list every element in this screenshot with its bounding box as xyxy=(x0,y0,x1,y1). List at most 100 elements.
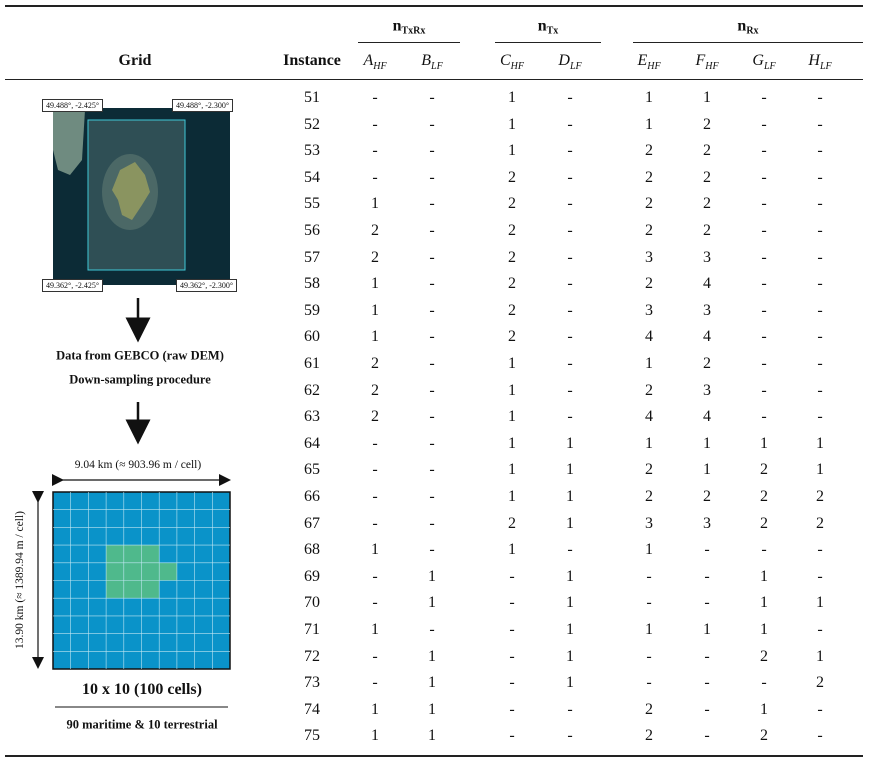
count-cell: 3 xyxy=(645,248,653,266)
count-cell: 2 xyxy=(508,222,516,239)
count-cell: 1 xyxy=(645,621,653,638)
count-cell: - xyxy=(704,594,710,612)
land-cell xyxy=(123,580,142,599)
count-cell: - xyxy=(429,434,435,452)
count-cell: - xyxy=(817,700,823,718)
count-cell: 2 xyxy=(760,461,768,479)
map-land xyxy=(53,110,85,175)
count-cell: 1 xyxy=(566,567,574,585)
group-rule xyxy=(495,42,601,43)
count-cell: - xyxy=(761,408,767,426)
count-cell: 2 xyxy=(703,168,711,186)
count-cell: - xyxy=(817,381,823,399)
count-cell: 3 xyxy=(645,301,653,319)
count-cell: 1 xyxy=(508,541,516,559)
count-cell: 2 xyxy=(508,275,516,293)
count-cell: - xyxy=(509,727,515,745)
count-cell: - xyxy=(817,355,823,372)
group-label: n xyxy=(392,17,402,35)
count-cell: 2 xyxy=(645,381,653,399)
count-cell: 1 xyxy=(508,115,516,133)
count-cell: - xyxy=(761,142,767,160)
count-cell: 1 xyxy=(566,674,574,692)
count-cell: 2 xyxy=(645,222,653,239)
count-cell: 1 xyxy=(645,541,653,559)
count-cell: 2 xyxy=(703,222,711,239)
count-cell: 1 xyxy=(760,567,768,585)
column-letter: A xyxy=(363,51,374,69)
instance-cell: 68 xyxy=(304,541,320,559)
grid-illustration xyxy=(32,108,231,708)
count-cell: - xyxy=(429,621,435,638)
count-cell: - xyxy=(372,115,378,133)
instance-cell: 51 xyxy=(304,89,320,106)
count-cell: 2 xyxy=(816,488,824,505)
count-cell: 1 xyxy=(371,301,379,319)
count-cell: 1 xyxy=(645,434,653,452)
count-cell: - xyxy=(817,115,823,133)
instance-cell: 71 xyxy=(304,621,320,638)
count-cell: 1 xyxy=(645,355,653,372)
instance-cell: 58 xyxy=(304,275,320,293)
count-cell: 1 xyxy=(428,567,436,585)
instance-cell: 62 xyxy=(304,381,320,399)
coordinate-label: 49.488°, -2.425° xyxy=(42,99,104,112)
count-cell: - xyxy=(429,89,435,106)
count-cell: - xyxy=(567,275,573,293)
count-cell: - xyxy=(646,567,652,585)
count-cell: 4 xyxy=(703,328,711,346)
count-cell: - xyxy=(429,168,435,186)
count-cell: - xyxy=(429,275,435,293)
cell-grid xyxy=(52,491,231,670)
count-cell: - xyxy=(646,647,652,665)
column-subscript: HF xyxy=(647,61,661,73)
count-cell: - xyxy=(704,647,710,665)
count-cell: 2 xyxy=(816,514,824,532)
column-header: HLF xyxy=(808,52,831,72)
count-cell: - xyxy=(567,408,573,426)
count-cell: - xyxy=(567,195,573,213)
count-cell: - xyxy=(372,594,378,612)
count-cell: - xyxy=(429,222,435,239)
count-cell: - xyxy=(567,115,573,133)
count-cell: 1 xyxy=(508,488,516,505)
count-cell: 1 xyxy=(428,647,436,665)
count-cell: 1 xyxy=(645,115,653,133)
count-cell: 1 xyxy=(703,461,711,479)
count-cell: - xyxy=(509,700,515,718)
count-cell: - xyxy=(817,222,823,239)
grid-header: Grid xyxy=(118,52,152,69)
column-header: DLF xyxy=(558,52,581,72)
instance-cell: 65 xyxy=(304,461,320,479)
count-cell: 1 xyxy=(428,727,436,745)
column-subscript: LF xyxy=(569,61,582,73)
count-cell: 3 xyxy=(703,301,711,319)
count-cell: - xyxy=(761,89,767,106)
count-cell: - xyxy=(704,700,710,718)
count-cell: 1 xyxy=(566,434,574,452)
count-cell: 1 xyxy=(508,355,516,372)
column-letter: F xyxy=(695,51,706,69)
count-cell: - xyxy=(429,301,435,319)
count-cell: 2 xyxy=(371,408,379,426)
group-label: n xyxy=(737,17,747,35)
count-cell: 1 xyxy=(703,434,711,452)
count-cell: - xyxy=(817,275,823,293)
count-cell: - xyxy=(817,727,823,745)
count-cell: - xyxy=(646,674,652,692)
count-cell: - xyxy=(761,355,767,372)
column-subscript: LF xyxy=(431,61,443,73)
count-cell: 2 xyxy=(760,647,768,665)
count-cell: 2 xyxy=(760,727,768,745)
count-cell: 1 xyxy=(760,621,768,638)
count-cell: - xyxy=(567,89,573,106)
count-cell: 1 xyxy=(566,594,574,612)
count-cell: 2 xyxy=(645,727,653,745)
count-cell: - xyxy=(817,301,823,319)
count-cell: 2 xyxy=(645,700,653,718)
count-cell: 1 xyxy=(508,461,516,479)
land-cell xyxy=(106,545,124,563)
instance-cell: 55 xyxy=(304,195,320,213)
step-label: Down-sampling procedure xyxy=(69,372,211,387)
